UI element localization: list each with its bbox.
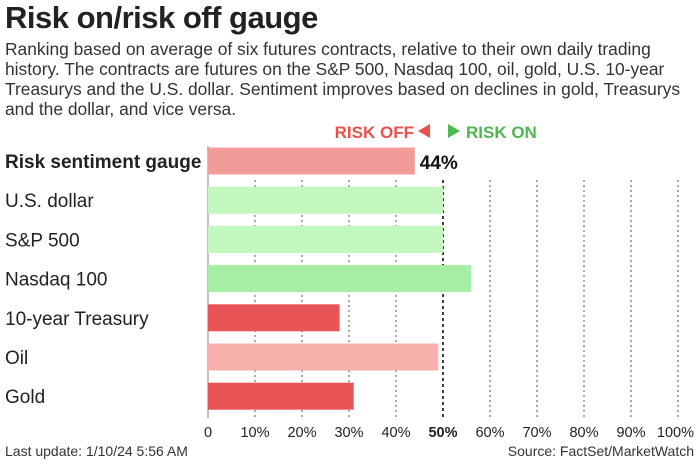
x-tick-label: 60% (475, 425, 504, 441)
source-note: Source: FactSet/MarketWatch (507, 443, 694, 459)
bar-10-year-treasury (208, 304, 340, 332)
bar-oil (208, 343, 439, 371)
x-tick-label: 70% (522, 425, 551, 441)
legend-risk-on: RISK ON (466, 123, 537, 142)
legend-risk-off: RISK OFF (335, 123, 414, 142)
x-tick-label: 80% (569, 425, 598, 441)
x-tick-label: 30% (334, 425, 363, 441)
category-labels: Risk sentiment gauge 44% U.S. dollar S&P 50… (5, 152, 458, 408)
bar-u-s-dollar (208, 186, 443, 214)
bar-gold (208, 382, 354, 410)
x-tick-label: 100% (657, 425, 694, 441)
category-label: Risk sentiment gauge (5, 152, 201, 173)
x-tick-label: 10% (240, 425, 269, 441)
x-tick-label: 90% (616, 425, 645, 441)
bar-risk-sentiment-gauge (208, 147, 415, 175)
x-axis-ticks: 0 10% 20% 30% 40% 50% 60% 70% 80% 90% 100% (204, 425, 694, 441)
chart-subtitle: Ranking based on average of six futures … (5, 39, 681, 119)
category-label: 10-year Treasury (5, 309, 149, 330)
category-label: S&P 500 (5, 230, 80, 251)
data-label: 44% (420, 153, 458, 174)
x-tick-label: 20% (287, 425, 316, 441)
category-label: Gold (5, 387, 45, 408)
category-label: Nasdaq 100 (5, 270, 107, 291)
bars (208, 147, 472, 410)
last-update: Last update: 1/10/24 5:56 AM (5, 443, 188, 459)
x-tick-label: 50% (428, 425, 457, 441)
chart-title: Risk on/risk off gauge (5, 0, 318, 35)
arrow-left-icon (418, 124, 430, 138)
x-tick-label: 0 (204, 425, 212, 441)
bar-nasdaq-100 (208, 265, 472, 293)
x-tick-label: 40% (381, 425, 410, 441)
legend: RISK OFF RISK ON (335, 123, 537, 142)
category-label: Oil (5, 348, 28, 369)
category-label: U.S. dollar (5, 191, 94, 212)
bar-s-p-500 (208, 225, 443, 253)
arrow-right-icon (448, 124, 460, 138)
